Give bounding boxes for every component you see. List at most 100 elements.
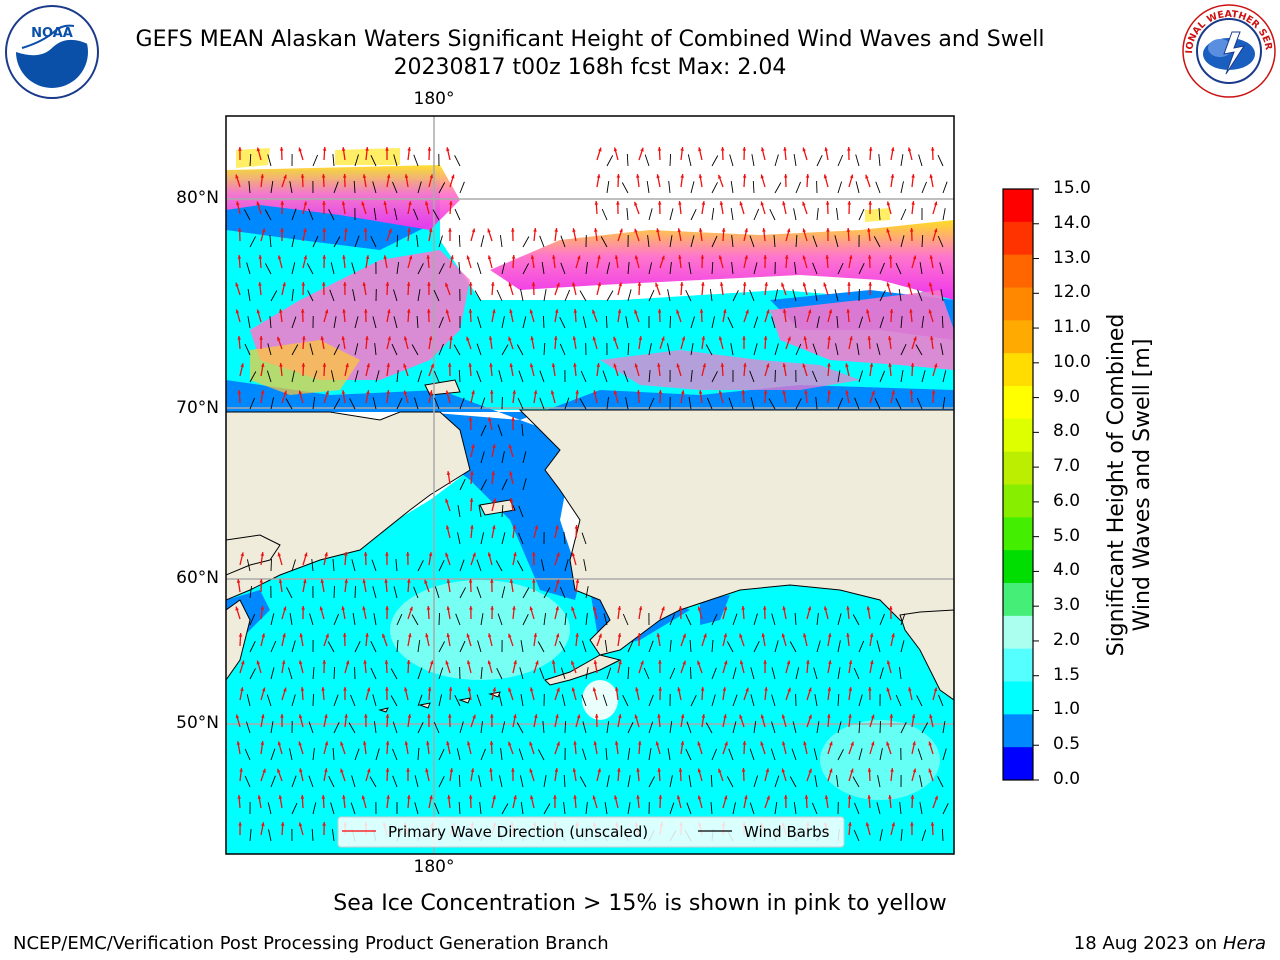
wind-barb xyxy=(438,694,443,707)
colorbar-tick-label: 13.0 xyxy=(1053,247,1091,268)
wave-arrow-head xyxy=(365,336,369,340)
wave-arrow-head xyxy=(280,822,285,826)
wind-barb xyxy=(517,397,524,410)
wind-barb xyxy=(417,289,421,302)
wave-arrow-head xyxy=(761,147,765,152)
wind-barb xyxy=(480,667,483,680)
wind-barb xyxy=(749,802,755,815)
wave-arrow-head xyxy=(341,606,345,611)
wave-arrow-head xyxy=(385,768,390,772)
wave-arrow-head xyxy=(636,795,640,799)
wave-arrow-head xyxy=(448,714,452,718)
colorbar-tick-label: 3.0 xyxy=(1053,595,1081,616)
wind-barb xyxy=(690,235,695,248)
wind-barb xyxy=(438,263,445,275)
wind-barb xyxy=(648,208,653,221)
wave-arrow-head xyxy=(637,633,642,637)
wave-arrow-head xyxy=(325,633,329,638)
wave-arrow-head xyxy=(616,174,621,178)
wave-arrow-head xyxy=(618,282,622,287)
wave-arrow-head xyxy=(805,174,810,178)
wave-arrow-head xyxy=(324,309,329,314)
wave-arrow-head xyxy=(760,714,765,719)
wave-arrow-head xyxy=(888,795,892,799)
wave-arrow-head xyxy=(300,174,305,178)
wind-barb xyxy=(501,316,505,329)
wind-barb xyxy=(247,316,251,329)
lat-label-70: 70°N xyxy=(176,398,219,418)
wave-arrow-head xyxy=(867,768,872,772)
wind-barb xyxy=(816,613,819,626)
wave-arrow-head xyxy=(613,363,617,368)
wave-arrow-head xyxy=(532,552,536,556)
wave-arrow-head xyxy=(364,714,368,718)
wind-barb xyxy=(940,343,944,356)
wave-arrow-head xyxy=(802,147,806,152)
wave-arrow-head xyxy=(469,606,473,610)
wind-barb xyxy=(543,613,547,626)
wind-barb xyxy=(874,397,881,410)
wave-arrow-head xyxy=(907,282,911,287)
wind-barb xyxy=(270,613,275,626)
wave-arrow-head xyxy=(532,579,536,583)
wind-barb xyxy=(605,747,608,761)
wind-barb xyxy=(372,586,377,599)
colorbar-swatch xyxy=(1003,451,1033,485)
wave-arrow-head xyxy=(509,471,513,476)
wave-arrow-head xyxy=(848,660,853,664)
wave-arrow-head xyxy=(638,336,643,340)
wave-arrow-head xyxy=(911,174,915,178)
wave-arrow-head xyxy=(765,363,770,368)
wind-barb xyxy=(852,614,860,626)
wave-arrow-head xyxy=(256,309,261,314)
wind-barb xyxy=(879,748,883,761)
wave-arrow-head xyxy=(426,741,430,745)
wave-arrow-head xyxy=(534,714,538,719)
wind-barb xyxy=(459,397,465,410)
wind-barb xyxy=(476,370,482,383)
wave-arrow-head xyxy=(701,714,706,718)
wave-arrow-head xyxy=(636,768,640,772)
wave-arrow-head xyxy=(784,795,788,799)
wind-barb xyxy=(581,532,587,545)
wave-arrow-head xyxy=(403,390,408,395)
wind-barb xyxy=(413,208,419,221)
wave-arrow-head xyxy=(741,768,746,772)
wind-barb xyxy=(417,747,420,761)
wave-arrow-head xyxy=(492,687,496,692)
wind-barb xyxy=(351,559,356,572)
wind-barb xyxy=(455,613,461,626)
wind-barb xyxy=(669,613,676,626)
wind-barb xyxy=(774,640,779,653)
nws-logo-icon: NATIONAL WEATHER SERVICE xyxy=(1180,2,1276,98)
wave-arrow-head xyxy=(742,282,747,286)
wave-arrow-head xyxy=(260,606,264,610)
wind-barb xyxy=(774,182,782,194)
wind-barb xyxy=(600,236,608,248)
wind-barb xyxy=(648,640,654,653)
wind-barb xyxy=(458,234,461,248)
wind-barb xyxy=(438,343,444,356)
wave-arrow-head xyxy=(282,282,286,287)
wave-arrow-head xyxy=(592,336,597,341)
colorbar-tick-label: 12.0 xyxy=(1053,282,1091,303)
wind-barb xyxy=(606,667,612,680)
wave-arrow-head xyxy=(824,147,829,152)
wind-barb xyxy=(669,721,673,734)
wave-arrow-head xyxy=(723,309,727,314)
wind-barb xyxy=(582,721,587,734)
wave-arrow-head xyxy=(886,741,890,746)
wind-barb xyxy=(456,748,461,761)
wind-barb xyxy=(705,344,713,356)
wave-arrow-head xyxy=(868,147,873,151)
wind-barb xyxy=(539,397,545,410)
wave-arrow-head xyxy=(511,255,516,259)
wave-arrow-head xyxy=(739,633,743,638)
wave-arrow-head xyxy=(806,660,810,664)
wind-barb xyxy=(309,613,314,626)
wave-arrow-head xyxy=(553,795,557,799)
wind-barb xyxy=(328,209,335,221)
wave-arrow-head xyxy=(657,363,661,367)
wind-barb xyxy=(501,586,506,599)
wave-arrow-head xyxy=(783,174,788,178)
